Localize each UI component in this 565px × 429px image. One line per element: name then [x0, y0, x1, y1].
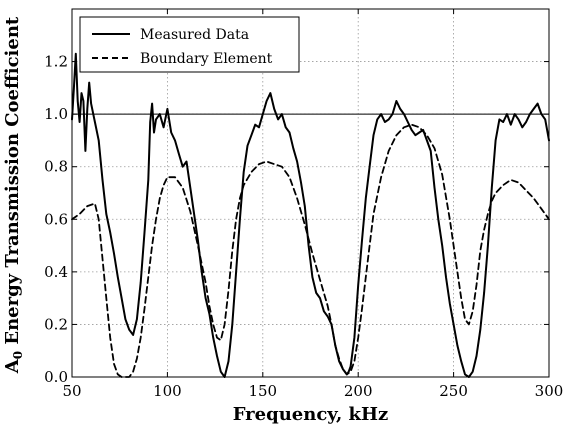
legend-box: [79, 16, 300, 73]
y-tick-label-4: 0.8: [44, 158, 68, 176]
y-axis-title-text: Energy Transmission Coefficient: [2, 16, 23, 351]
x-tick-label-150: 150: [248, 382, 277, 400]
x-tick-label-300: 300: [535, 382, 564, 400]
y-tick-label-6: 1.2: [44, 53, 68, 71]
axis-ticks: 50 100 150 200 250 300 0.0 0.2 0.4 0.6 0.8 1.0 1.2: [44, 9, 563, 400]
x-tick-label-50: 50: [62, 382, 81, 400]
legend: Measured Data Boundary Element: [79, 16, 300, 73]
series-measured-data-line: [71, 52, 550, 378]
x-tick-label-200: 200: [344, 382, 373, 400]
x-tick-label-250: 250: [439, 382, 468, 400]
y-axis-title-symbol: A: [2, 358, 23, 374]
x-axis-title: Frequency, kHz: [233, 404, 389, 425]
plot-area-frame: [71, 8, 550, 378]
legend-label-boundary: Boundary Element: [140, 51, 273, 67]
series-boundary-element-line: [71, 123, 550, 378]
y-axis-title: A0 Energy Transmission Coefficient: [2, 16, 25, 374]
y-tick-label-2: 0.4: [44, 263, 68, 281]
series-layer: [71, 52, 550, 378]
y-tick-label-0: 0.0: [44, 368, 68, 386]
x-tick-label-100: 100: [153, 382, 182, 400]
y-axis-title-subscript: 0: [11, 351, 25, 359]
y-tick-label-5: 1.0: [44, 105, 68, 123]
legend-label-measured: Measured Data: [140, 27, 249, 43]
y-tick-label-1: 0.2: [44, 315, 68, 333]
y-tick-label-3: 0.6: [44, 210, 68, 228]
